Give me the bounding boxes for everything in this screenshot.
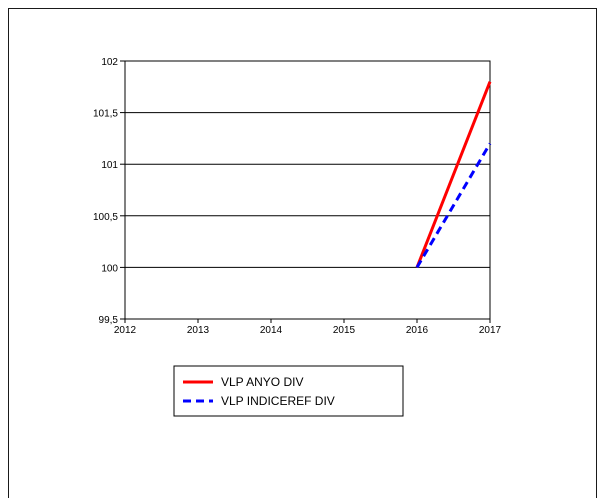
gridlines <box>125 112 490 268</box>
x-tick-label: 2012 <box>114 325 137 336</box>
x-axis: 2012 2013 2014 2015 2016 2017 <box>114 319 502 336</box>
y-tick-label: 101,5 <box>93 109 118 120</box>
legend-label-vlp-indiceref-div: VLP INDICEREF DIV <box>221 394 335 408</box>
chart-frame: 99,5 100 100,5 101 101,5 102 2012 2013 2014 2015… <box>8 8 597 498</box>
y-tick-label: 100 <box>101 263 118 274</box>
y-tick-label: 100,5 <box>93 212 118 223</box>
legend: VLP ANYO DIV VLP INDICEREF DIV <box>173 365 404 417</box>
line-chart: 99,5 100 100,5 101 101,5 102 2012 2013 2014 2015… <box>93 57 502 417</box>
series-line-vlp-anyo-div <box>415 81 492 268</box>
y-axis: 99,5 100 100,5 101 101,5 102 <box>93 57 125 326</box>
y-tick-label: 101 <box>101 160 118 171</box>
y-tick-label: 99,5 <box>99 315 119 326</box>
series-line-vlp-indiceref-div <box>415 142 492 269</box>
y-tick-label: 102 <box>101 57 118 68</box>
series-lines <box>415 81 492 269</box>
x-tick-label: 2014 <box>260 325 283 336</box>
legend-label-vlp-anyo-div: VLP ANYO DIV <box>221 375 303 389</box>
x-tick-label: 2013 <box>187 325 210 336</box>
legend-box <box>173 365 404 417</box>
x-tick-label: 2016 <box>406 325 429 336</box>
plot-area <box>124 60 491 320</box>
x-tick-label: 2017 <box>479 325 502 336</box>
x-tick-label: 2015 <box>333 325 356 336</box>
